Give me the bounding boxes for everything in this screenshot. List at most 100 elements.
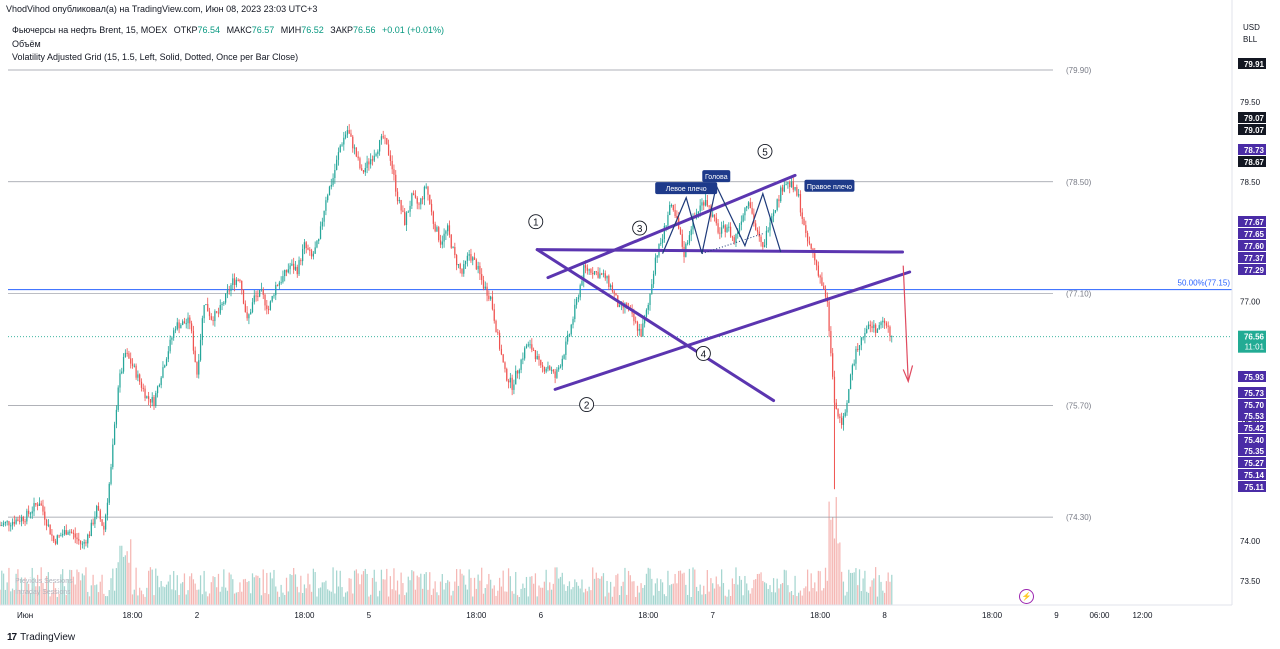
volume-bar [210, 582, 212, 605]
volume-bar [851, 572, 853, 605]
volume-bar [257, 575, 259, 605]
candle-body [457, 264, 460, 266]
candle-body [857, 348, 859, 350]
volume-bar [337, 586, 340, 605]
candle-body [588, 269, 590, 271]
volume-bar [713, 588, 716, 605]
volume-bar [156, 575, 159, 605]
candle-body [434, 223, 436, 232]
candle-body [0, 525, 1, 527]
volume-bar [652, 595, 655, 605]
volume-bar [92, 574, 94, 605]
volume-bar [513, 593, 515, 605]
volume-bar [416, 575, 418, 605]
y-tick-label: 75.50 [1240, 417, 1261, 426]
close-value: 76.56 [352, 25, 376, 35]
candle-body [4, 521, 6, 524]
volume-bar [79, 580, 82, 605]
candle-body [490, 296, 492, 300]
volume-bar [90, 585, 92, 605]
candle-body [321, 221, 323, 227]
volume-bar [814, 582, 816, 605]
volume-bar [137, 595, 139, 605]
candle-body [405, 212, 408, 225]
candle-body [379, 140, 381, 152]
symbol-label[interactable]: Фьючерсы на нефть Brent, 15, MOEX [12, 25, 168, 35]
tradingview-footer[interactable]: 17 TradingView [7, 632, 75, 643]
candle-body [162, 367, 164, 378]
volume-bar [291, 575, 293, 605]
candle-body [875, 324, 877, 333]
candle-body [690, 229, 692, 236]
volume-bar [790, 590, 793, 605]
volume-bar [572, 587, 574, 605]
candle-body [113, 424, 116, 445]
volume-bar [679, 570, 682, 605]
volume-bar [574, 579, 576, 605]
volume-bar [601, 576, 603, 605]
volume-bar [217, 573, 220, 605]
candle-body [271, 295, 273, 302]
volume-bar [336, 570, 338, 605]
currency-label[interactable]: USD BLL [1243, 22, 1260, 46]
volume-bar [187, 590, 189, 605]
volume-bar [119, 545, 121, 605]
volume-bar [246, 581, 248, 605]
volume-bar [891, 574, 893, 605]
volume-bar [610, 581, 612, 605]
volume-bar [425, 572, 427, 605]
volume-bar [47, 572, 49, 605]
level-lines: (79.90) (78.50) (77.10) (75.70) (74.30) 50.00… [8, 66, 1232, 522]
candle-body [53, 535, 55, 542]
candle-body [841, 417, 843, 425]
volume-bar [393, 568, 395, 605]
candle-body [450, 234, 452, 248]
volume-bar [588, 586, 590, 605]
ohlc-row[interactable]: Фьючерсы на нефть Brent, 15, MOEX ОТКР76… [12, 24, 444, 38]
lightning-icon[interactable]: ⚡ [1019, 589, 1034, 604]
volume-bar [561, 572, 563, 605]
volume-bar [457, 585, 460, 605]
candle-body [395, 174, 397, 192]
candle-body [570, 324, 572, 335]
point-label: 5 [762, 147, 768, 158]
candle-body [285, 270, 288, 273]
volume-bar [233, 593, 236, 605]
candle-body [305, 242, 307, 249]
candle-body [751, 207, 753, 214]
candle-body [864, 332, 866, 338]
candle-body [348, 130, 350, 134]
volume-bar [764, 582, 766, 605]
candle-body [221, 303, 223, 306]
volume-bar [413, 571, 415, 605]
volume-bar [538, 585, 540, 605]
volume-bar [113, 590, 116, 605]
candle-body [567, 334, 569, 342]
volume-bar [1, 570, 3, 605]
candle-body [679, 228, 682, 235]
candle-body [638, 328, 640, 331]
candle-body [239, 279, 241, 281]
volume-bar [878, 575, 880, 605]
volume-bar [464, 584, 467, 605]
volume-bar [196, 589, 198, 605]
volume-bar [726, 596, 728, 605]
candle-body [189, 317, 191, 324]
candle-body [355, 147, 357, 157]
volume-bar [219, 591, 221, 605]
candle-body [328, 186, 331, 196]
sr-label: (78.50) [1066, 178, 1092, 187]
volume-bar [833, 538, 836, 605]
candle-body [309, 249, 311, 251]
candle-body [706, 200, 708, 206]
volume-bar [53, 582, 55, 605]
indicator-legend-label[interactable]: Volatility Adjusted Grid (15, 1.5, Left,… [12, 52, 299, 62]
candle-body [300, 260, 302, 262]
candle-body [821, 277, 823, 286]
volume-legend-label[interactable]: Объём [12, 38, 41, 49]
candle-body [497, 332, 499, 334]
volume-bar [738, 576, 741, 605]
candle-body [400, 199, 402, 211]
candle-body [58, 535, 60, 537]
